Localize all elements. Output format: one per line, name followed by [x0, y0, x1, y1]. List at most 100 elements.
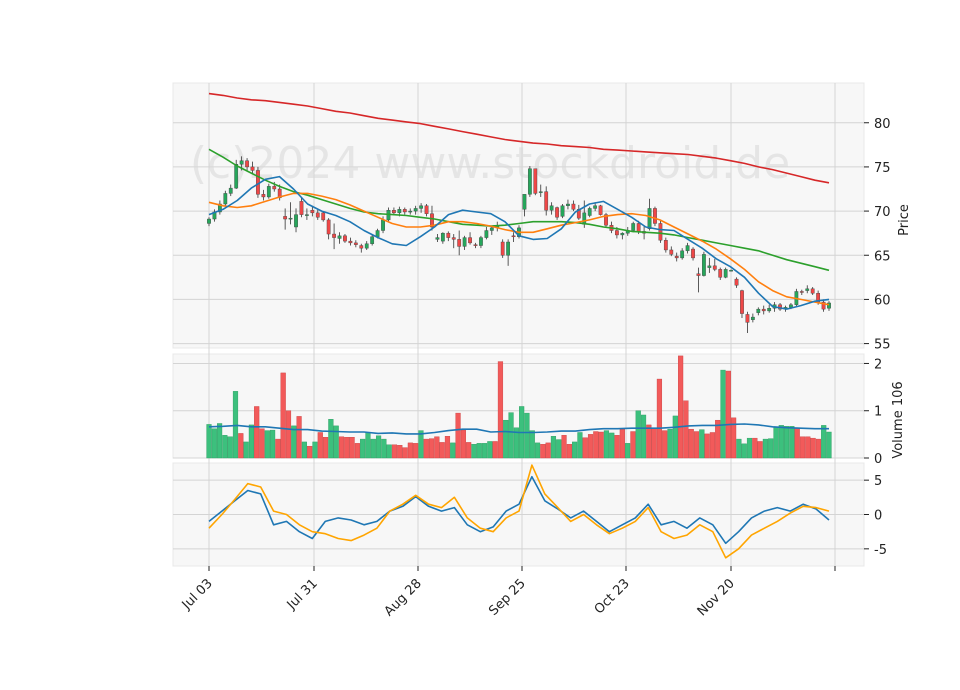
candle-up — [489, 227, 494, 231]
volume-bar — [556, 439, 562, 459]
volume-bar — [217, 423, 223, 459]
volume-bar — [646, 424, 652, 459]
volume-bar — [715, 419, 721, 459]
x-tick-label: Nov 20 — [695, 576, 738, 619]
candle-down — [473, 244, 478, 246]
volume-bar — [678, 355, 684, 459]
volume-bar — [513, 427, 519, 459]
volume-bar — [699, 429, 705, 459]
volume-bar — [529, 430, 535, 459]
volume-bar — [821, 425, 827, 459]
volume-bar — [508, 412, 514, 459]
volume-bar — [428, 438, 435, 459]
candle-up — [506, 241, 511, 256]
candle-down — [696, 273, 701, 276]
volume-bar — [413, 443, 419, 459]
candle-up — [729, 270, 733, 272]
candle-down — [598, 205, 603, 215]
candle-up — [685, 245, 690, 252]
volume-bar — [630, 431, 636, 459]
price-tick-label: 55 — [874, 338, 891, 353]
volume-bar — [375, 435, 382, 459]
volume-bar — [784, 426, 790, 459]
volume-bar — [211, 428, 217, 459]
volume-bar — [593, 431, 599, 459]
candle-up — [527, 168, 532, 195]
volume-bar — [455, 412, 461, 459]
candle-up — [631, 223, 636, 231]
volume-bar — [540, 444, 546, 459]
candle-up — [440, 232, 445, 242]
volume-bar — [370, 438, 376, 459]
volume-bar — [296, 416, 302, 459]
candle-down — [555, 207, 559, 218]
volume-bar — [794, 428, 800, 459]
candle-down — [446, 232, 451, 238]
price-tick-label: 60 — [874, 293, 891, 308]
candle-up — [566, 203, 570, 206]
candle-down — [424, 205, 429, 214]
volume-bar — [280, 372, 286, 459]
candle-up — [484, 230, 489, 238]
candle-down — [740, 290, 744, 314]
volume-bar — [259, 428, 265, 459]
candle-down — [663, 240, 668, 251]
candle-down — [321, 212, 326, 221]
candle-up — [364, 243, 369, 249]
candle-down — [272, 186, 277, 190]
candle-up — [294, 214, 298, 228]
candle-up — [538, 191, 543, 193]
candle-down — [457, 239, 462, 247]
watermark: (c)2024 www.stockdroid.de — [190, 138, 790, 189]
candle-up — [593, 205, 598, 209]
volume-bar — [301, 441, 307, 459]
volume-bar — [386, 444, 392, 459]
volume-bar — [524, 412, 530, 459]
volume-bar — [762, 438, 768, 459]
candle-up — [337, 235, 342, 239]
price-tick-label: 65 — [874, 249, 891, 264]
candle-up — [805, 288, 810, 291]
candle-up — [522, 194, 527, 210]
candle-up — [305, 214, 309, 216]
oscillator-line-1 — [208, 475, 830, 545]
volume-bar — [609, 432, 615, 459]
volume-bar — [736, 438, 742, 459]
candle-down — [343, 235, 347, 242]
candle-up — [234, 164, 239, 189]
volume-bar — [693, 431, 700, 459]
moving-average-line-1 — [208, 92, 830, 184]
price-panel — [207, 92, 831, 333]
volume-bar — [344, 437, 350, 459]
volume-tick-label: 0 — [874, 452, 882, 467]
volume-bar — [338, 436, 345, 459]
candle-up — [228, 187, 233, 194]
candle-down — [310, 209, 315, 214]
candle-down — [261, 194, 266, 198]
candle-down — [500, 241, 505, 256]
volume-bar — [275, 438, 281, 459]
candle-down — [761, 308, 766, 312]
candle-down — [674, 255, 679, 259]
volume-bar — [757, 441, 763, 459]
volume-bar — [768, 438, 774, 459]
moving-average-line-4 — [208, 175, 830, 310]
candle-down — [615, 230, 619, 236]
volume-tick-label: 2 — [874, 357, 882, 372]
volume-bar — [291, 425, 297, 459]
volume-bar — [603, 430, 610, 459]
volume-bar — [598, 431, 604, 459]
candle-down — [821, 301, 826, 310]
candle-down — [348, 240, 353, 244]
candle-up — [217, 203, 222, 213]
candle-up — [435, 237, 440, 240]
candle-down — [810, 288, 815, 294]
candle-down — [691, 248, 695, 259]
volume-bar — [688, 428, 694, 459]
candle-up — [419, 205, 423, 209]
volume-bar — [566, 444, 572, 459]
oscillator-tick-label: 5 — [874, 474, 882, 489]
candle-up — [680, 250, 685, 259]
candle-up — [750, 316, 755, 320]
volume-bar — [587, 434, 594, 459]
